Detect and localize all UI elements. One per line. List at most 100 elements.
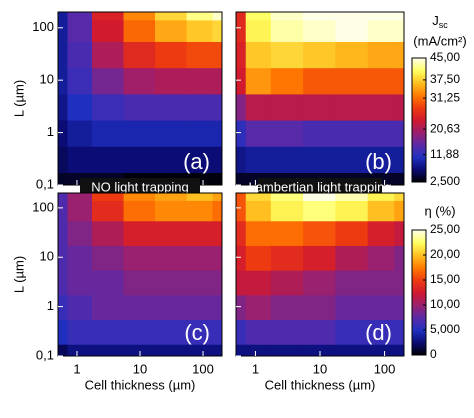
colorbar-step [412, 236, 426, 239]
heat-cell [186, 245, 214, 271]
colorbar-tick-label: 15,00 [430, 272, 460, 286]
colorbar-step [412, 340, 426, 343]
colorbar-step [412, 155, 426, 158]
heat-cell [236, 200, 247, 222]
heat-cell [367, 245, 395, 271]
heat-cell [335, 319, 369, 345]
heat-cell [58, 120, 68, 147]
colorbar-step [412, 248, 426, 252]
heat-cell [92, 220, 125, 246]
heat-cell [236, 294, 247, 321]
heat-cell [335, 93, 369, 121]
colorbar-frame [411, 229, 427, 356]
heat-cell [58, 93, 68, 121]
colorbar-step [412, 232, 426, 235]
heat-cell [92, 12, 125, 21]
heat-cell [236, 12, 247, 21]
heat-cell [335, 120, 369, 147]
x-tick-label: 100 [374, 361, 396, 376]
colorbar-step [412, 86, 426, 90]
heat-cell [303, 294, 336, 321]
heat-cell [58, 19, 68, 42]
heat-cell [303, 270, 336, 296]
heat-cell [245, 270, 272, 296]
heat-cell [92, 344, 125, 357]
heat-cell [67, 344, 93, 357]
heat-cell [367, 120, 395, 147]
colorbar-step [412, 342, 426, 346]
colorbar-tick-label: 0 [430, 347, 437, 361]
heat-cell [212, 220, 223, 246]
heat-cell [236, 146, 247, 173]
heat-cell [245, 19, 272, 42]
heat-cell [236, 220, 247, 246]
heat-cell [236, 344, 247, 357]
heat-cell [67, 193, 93, 201]
y-tick-label: 10 [40, 72, 54, 87]
colorbar-step [412, 352, 426, 356]
colorbar-step [412, 146, 426, 150]
colorbar-step [412, 58, 426, 61]
colorbar-step [412, 252, 426, 256]
colorbar-step [412, 105, 426, 109]
x-axis-label: Cell thickness (µm) [85, 377, 196, 392]
heat-cell [155, 200, 188, 222]
heat-cell [236, 270, 247, 296]
heat-cell [303, 319, 336, 345]
heat-cell [394, 319, 405, 345]
banner-bg [80, 178, 200, 197]
colorbar-tick-label: 45,00 [430, 50, 460, 64]
colorbar-step [412, 246, 426, 250]
heat-cell [92, 319, 125, 345]
heat-cell [67, 93, 93, 121]
colorbar-step [412, 144, 426, 148]
colorbar-step [412, 120, 426, 123]
heat-cell [212, 146, 223, 173]
heat-cell [123, 220, 156, 246]
heat-cell [123, 270, 156, 296]
colorbar-step [412, 103, 426, 107]
heat-cell [367, 67, 395, 95]
heat-cell [123, 19, 156, 42]
heat-cell [155, 270, 188, 296]
colorbar-step [412, 255, 426, 258]
heat-cell [245, 67, 272, 95]
panel-label: (c) [184, 320, 210, 345]
heat-cell [367, 220, 395, 246]
heat-cell [270, 220, 304, 246]
colorbar-step [412, 311, 426, 314]
colorbar-step [412, 344, 426, 348]
heat-cell [186, 220, 214, 246]
heat-cell [245, 344, 272, 357]
heat-cell [303, 200, 336, 222]
heat-cell [92, 19, 125, 42]
colorbar-step [412, 136, 426, 140]
colorbar-step [412, 302, 426, 306]
heat-cell [270, 19, 304, 42]
heat-cell [236, 193, 247, 201]
colorbar-step [412, 153, 426, 156]
colorbar-step [412, 93, 426, 96]
colorbar-step [412, 275, 426, 279]
heat-cell [394, 120, 405, 147]
colorbar-step [412, 80, 426, 84]
x-tick-label: 10 [133, 361, 147, 376]
colorbar-tick-label: 11,88 [430, 147, 459, 161]
y-tick-label: 100 [32, 199, 54, 214]
heat-cell [394, 93, 405, 121]
colorbar-step [412, 334, 426, 337]
colorbar-step [412, 76, 426, 80]
heat-cell [245, 12, 272, 21]
heat-cell [186, 200, 214, 222]
colorbar-step [412, 271, 426, 275]
heat-cell [212, 270, 223, 296]
heat-cell [212, 12, 223, 21]
colorbar-step [412, 250, 426, 254]
heat-cell [245, 41, 272, 69]
colorbar-step [412, 113, 426, 117]
heat-cell [394, 146, 405, 173]
heat-cell [155, 344, 188, 357]
heat-cell [155, 220, 188, 246]
heat-cell [123, 67, 156, 95]
heat-cell [367, 193, 395, 201]
